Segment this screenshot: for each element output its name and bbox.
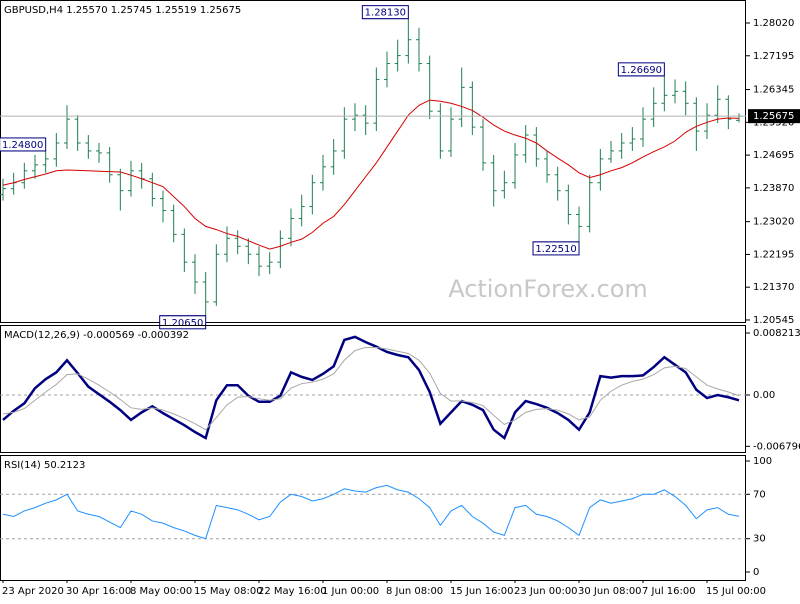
y-tick-label: 1.24695 xyxy=(753,150,794,161)
panel-title: MACD(12,26,9) -0.000569 -0.000392 xyxy=(4,330,189,341)
x-tick-label: 15 May 08:00 xyxy=(194,586,263,597)
y-tick-label: 1.28020 xyxy=(753,18,794,29)
annotation-label: 1.28130 xyxy=(365,8,406,19)
annotation-box xyxy=(361,5,409,20)
y-tick-label: 0.00 xyxy=(753,390,775,401)
last-price-label: 1.25675 xyxy=(753,111,794,122)
x-tick-label: 22 May 16:00 xyxy=(258,586,327,597)
panel-title: RSI(14) 50.2123 xyxy=(4,460,85,471)
watermark: ActionForex.com xyxy=(448,275,648,303)
x-tick-label: 23 Jun 00:00 xyxy=(514,586,578,597)
panel-frame xyxy=(0,0,746,323)
y-tick-label: 100 xyxy=(753,456,772,467)
y-tick-label: 70 xyxy=(753,489,766,500)
x-tick-label: 30 Apr 16:00 xyxy=(66,586,131,597)
annotation-box xyxy=(0,137,47,152)
panel-frame xyxy=(0,325,746,453)
annotation-label: 1.22510 xyxy=(535,244,576,255)
y-tick-label: 1.20545 xyxy=(753,315,794,326)
x-tick-label: 1 Jun 00:00 xyxy=(322,586,379,597)
y-tick-label: -0.006796 xyxy=(753,441,800,452)
x-tick-label: 7 Jul 16:00 xyxy=(642,586,696,597)
y-tick-label: 0 xyxy=(753,567,759,578)
series-line xyxy=(2,335,740,441)
series-line xyxy=(2,484,740,540)
x-tick-label: 23 Apr 2020 xyxy=(2,586,64,597)
annotation-label: 1.20650 xyxy=(162,318,203,329)
last-price-box xyxy=(748,109,800,124)
y-tick-label: 1.22195 xyxy=(753,249,794,260)
annotation-label: 1.26690 xyxy=(621,65,662,76)
panel-frame xyxy=(0,455,746,581)
y-tick-label: 1.26345 xyxy=(753,85,794,96)
x-tick-label: 8 Jun 08:00 xyxy=(386,586,443,597)
series-line xyxy=(2,346,740,431)
annotation-box xyxy=(532,241,580,256)
x-tick-label: 15 Jun 16:00 xyxy=(450,586,514,597)
annotation-box xyxy=(617,62,665,77)
y-tick-label: 0.008213 xyxy=(753,328,800,339)
y-tick-label: 30 xyxy=(753,534,766,545)
panel-title: GBPUSD,H4 1.25570 1.25745 1.25519 1.2567… xyxy=(4,5,241,16)
y-tick-label: 1.27195 xyxy=(753,51,794,62)
y-tick-label: 1.23870 xyxy=(753,183,794,194)
x-tick-label: 30 Jun 08:00 xyxy=(578,586,642,597)
y-tick-label: 1.21370 xyxy=(753,282,794,293)
x-tick-label: 15 Jul 00:00 xyxy=(706,586,766,597)
x-tick-label: 8 May 00:00 xyxy=(130,586,192,597)
series-line xyxy=(2,99,740,250)
annotation-label: 1.24800 xyxy=(2,140,43,151)
y-tick-label: 1.23020 xyxy=(753,217,794,228)
